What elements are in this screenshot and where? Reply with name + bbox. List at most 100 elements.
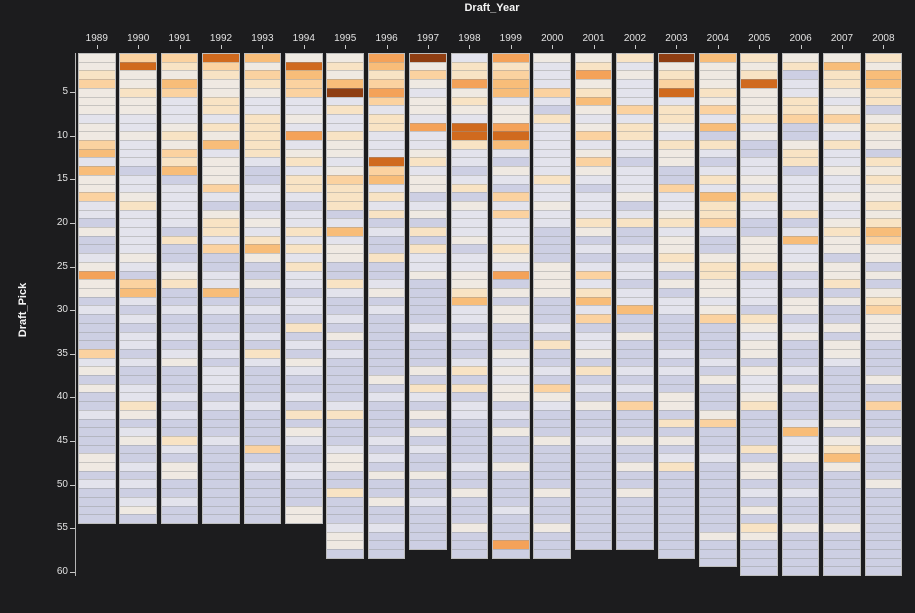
- heatmap-cell: [368, 209, 405, 219]
- heatmap-cell: [286, 453, 322, 463]
- heatmap-cell: [865, 287, 902, 297]
- heatmap-cell: [451, 488, 488, 497]
- heatmap-cell: [286, 270, 322, 280]
- heatmap-cell: [534, 54, 570, 62]
- heatmap-cell: [120, 470, 156, 480]
- heatmap-cell: [327, 305, 363, 315]
- heatmap-cell: [865, 314, 902, 323]
- heatmap-cell: [161, 140, 198, 149]
- heatmap-cell: [575, 113, 612, 123]
- heatmap-cell: [410, 444, 446, 454]
- heatmap-cell: [161, 392, 198, 402]
- heatmap-cell: [700, 96, 736, 106]
- heatmap-cell: [410, 131, 446, 141]
- heatmap-cell: [161, 70, 198, 80]
- heatmap-cell: [286, 192, 322, 201]
- heatmap-cell: [493, 270, 529, 280]
- heatmap-cell: [824, 531, 860, 541]
- heatmap-cell: [658, 87, 695, 97]
- heatmap-cell: [79, 218, 115, 228]
- heatmap-cell: [203, 131, 239, 141]
- heatmap-cell: [865, 383, 902, 393]
- heatmap-cell: [865, 488, 902, 497]
- heatmap-cell: [203, 427, 239, 436]
- heatmap-cell: [493, 192, 529, 201]
- heatmap-cell: [327, 488, 363, 497]
- y-tick-mark: [70, 571, 75, 573]
- heatmap-cell: [244, 401, 281, 410]
- heatmap-cell: [244, 348, 281, 358]
- heatmap-cell: [161, 148, 198, 158]
- heatmap-cell: [286, 470, 322, 480]
- heatmap-cell: [493, 470, 529, 480]
- heatmap-cell: [410, 54, 446, 62]
- heatmap-cell: [79, 418, 115, 428]
- heatmap-cell: [575, 296, 612, 306]
- heatmap-cell: [79, 235, 115, 245]
- heatmap-cell: [368, 279, 405, 288]
- heatmap-cell: [782, 261, 819, 271]
- heatmap-cell: [782, 366, 819, 376]
- heatmap-cell: [658, 479, 695, 489]
- heatmap-cell: [161, 270, 198, 280]
- heatmap-cell: [451, 140, 488, 149]
- x-tick-mark: [759, 45, 761, 49]
- heatmap-cell: [617, 131, 653, 141]
- heatmap-cell: [741, 54, 777, 62]
- heatmap-column-2001: [574, 53, 613, 551]
- heatmap-cell: [658, 340, 695, 349]
- heatmap-cell: [534, 287, 570, 297]
- heatmap-cell: [79, 192, 115, 201]
- heatmap-cell: [658, 409, 695, 419]
- heatmap-cell: [700, 496, 736, 506]
- heatmap-cell: [79, 505, 115, 515]
- heatmap-cell: [368, 227, 405, 236]
- heatmap-cell: [617, 61, 653, 71]
- heatmap-cell: [782, 200, 819, 210]
- heatmap-cell: [824, 392, 860, 402]
- heatmap-cell: [741, 470, 777, 480]
- y-tick-label: 5: [62, 86, 68, 98]
- heatmap-cell: [161, 401, 198, 410]
- heatmap-cell: [451, 192, 488, 201]
- x-tick-mark: [842, 45, 843, 49]
- heatmap-cell: [79, 392, 115, 402]
- heatmap-cell: [700, 435, 736, 445]
- heatmap-cell: [327, 427, 363, 436]
- heatmap-cell: [161, 470, 198, 480]
- heatmap-cell: [700, 227, 736, 236]
- heatmap-cell: [451, 522, 488, 532]
- heatmap-cell: [79, 366, 115, 376]
- heatmap-cell: [451, 462, 488, 471]
- heatmap-cell: [658, 140, 695, 149]
- heatmap-cell: [79, 435, 115, 445]
- heatmap-cell: [575, 244, 612, 254]
- heatmap-cell: [782, 244, 819, 254]
- heatmap-cell: [161, 418, 198, 428]
- heatmap-cell: [410, 401, 446, 410]
- heatmap-cell: [575, 418, 612, 428]
- heatmap-cell: [203, 470, 239, 480]
- heatmap-cell: [824, 470, 860, 480]
- heatmap-cell: [79, 383, 115, 393]
- y-tick-mark: [70, 528, 75, 530]
- heatmap-cell: [700, 418, 736, 428]
- heatmap-cell: [493, 462, 529, 471]
- heatmap-cell: [824, 79, 860, 88]
- heatmap-cell: [865, 122, 902, 132]
- heatmap-cell: [534, 166, 570, 175]
- heatmap-cell: [410, 305, 446, 315]
- y-tick-label: 35: [56, 347, 68, 359]
- heatmap-cell: [575, 340, 612, 349]
- heatmap-cell: [286, 261, 322, 271]
- heatmap-cell: [451, 96, 488, 106]
- heatmap-cell: [741, 314, 777, 323]
- heatmap-cell: [161, 253, 198, 262]
- heatmap-cell: [658, 79, 695, 88]
- heatmap-cell: [286, 322, 322, 332]
- heatmap-cell: [161, 479, 198, 489]
- heatmap-cell: [534, 462, 570, 471]
- heatmap-cell: [617, 392, 653, 402]
- heatmap-cell: [286, 131, 322, 141]
- heatmap-cell: [493, 435, 529, 445]
